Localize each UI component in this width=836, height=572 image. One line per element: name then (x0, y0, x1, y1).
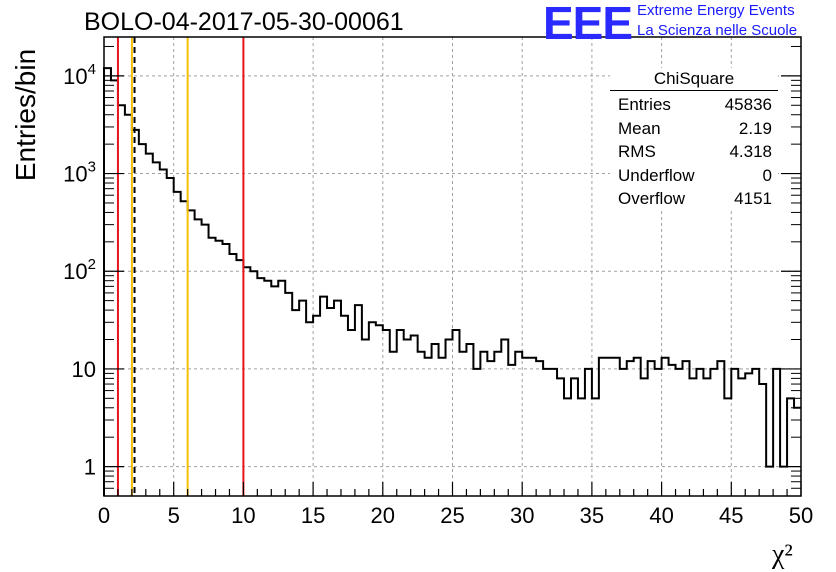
stats-box: ChiSquare Entries 45836 Mean 2.19 RMS 4.… (610, 68, 778, 208)
stats-value: 4.318 (729, 142, 772, 161)
x-tick-label: 35 (580, 503, 604, 528)
stats-row-underflow: Underflow 0 (610, 164, 778, 188)
stats-title: ChiSquare (610, 68, 778, 91)
y-axis-label: Entries/bin (10, 49, 41, 181)
x-tick-label: 0 (98, 503, 110, 528)
logo-tagline-2: La Scienza nelle Scuole (637, 22, 798, 39)
logo-tagline-1: Extreme Energy Events (637, 2, 795, 19)
x-tick-label: 15 (301, 503, 325, 528)
x-tick-label: 50 (789, 503, 813, 528)
histogram-outline (103, 67, 801, 496)
stats-value: 45836 (724, 95, 772, 114)
x-axis-label: χ² (771, 539, 793, 570)
histogram (103, 67, 801, 496)
stats-row-rms: RMS 4.318 (610, 140, 778, 164)
grid (104, 37, 801, 496)
y-tick-label: 104 (63, 61, 96, 89)
stats-value: 0 (762, 165, 772, 185)
x-tick-label: 45 (719, 503, 743, 528)
stats-row-mean: Mean 2.19 (610, 117, 778, 141)
stats-row-overflow: Overflow 4151 (610, 187, 778, 211)
stats-row-entries: Entries 45836 (610, 93, 778, 117)
stats-label: RMS (618, 142, 656, 161)
y-tick-label: 1 (84, 455, 96, 480)
x-tick-label: 20 (371, 503, 395, 528)
stats-value: 4151 (734, 189, 772, 208)
y-tick-label: 103 (63, 159, 96, 187)
x-tick-label: 5 (168, 503, 180, 528)
stats-label: Entries (618, 95, 671, 114)
x-tick-label: 10 (231, 503, 255, 528)
stats-label: Mean (618, 118, 661, 138)
eee-logo: EEE (543, 0, 633, 49)
stats-value: 2.19 (738, 118, 772, 138)
y-tick-label: 10 (72, 357, 96, 382)
marker-lines (116, 37, 245, 496)
plot-title: BOLO-04-2017-05-30-00061 (84, 8, 404, 36)
x-tick-label: 30 (510, 503, 534, 528)
axes (103, 45, 802, 496)
y-tick-label: 102 (63, 256, 96, 284)
stats-label: Overflow (618, 189, 686, 208)
x-tick-label: 40 (649, 503, 673, 528)
stats-label: Underflow (618, 165, 695, 185)
tick-labels: 0 5 10 15 20 25 30 35 40 45 50 1 10 102 103 104 (63, 61, 813, 528)
x-tick-label: 25 (440, 503, 464, 528)
